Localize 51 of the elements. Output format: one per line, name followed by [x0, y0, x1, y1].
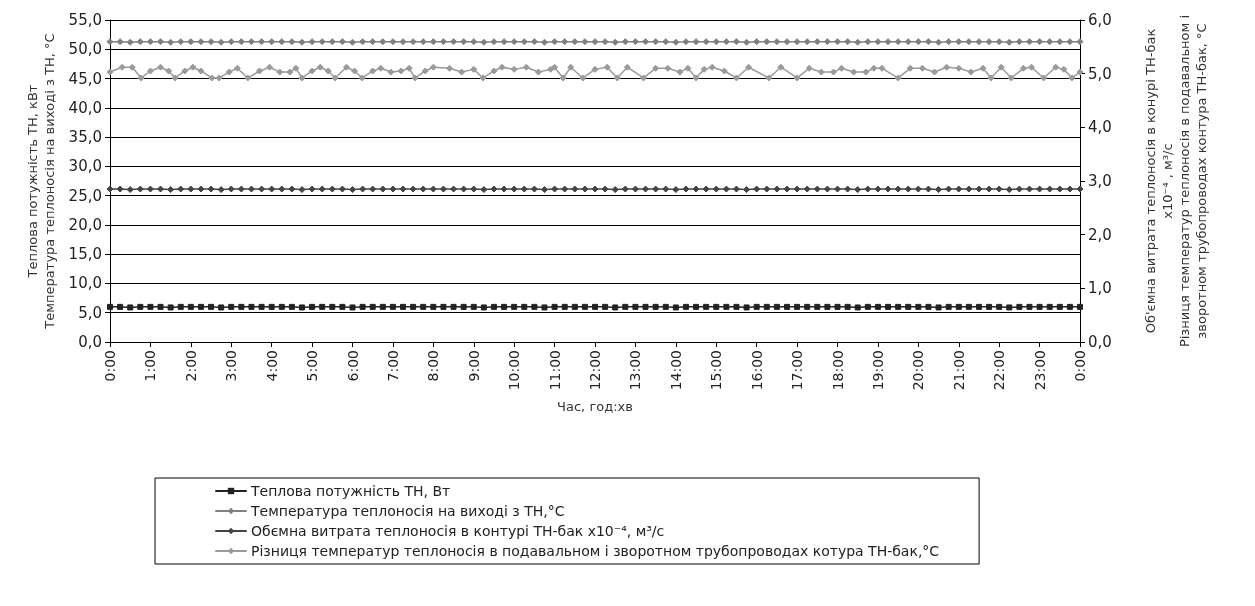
x-tick-label: 13:00 — [627, 350, 644, 391]
x-tick-label: 9:00 — [465, 350, 482, 382]
y-tick-label: 55,0 — [68, 11, 102, 29]
legend-label: Теплова потужність ТН, Вт — [250, 483, 451, 499]
y2-tick-label: 2,0 — [1088, 225, 1112, 244]
x-tick-label: 1:00 — [142, 350, 159, 382]
x-tick-label: 16:00 — [748, 350, 765, 391]
y-tick-label: 25,0 — [68, 186, 102, 205]
y-tick-label: 50,0 — [68, 40, 102, 59]
x-tick-label: 8:00 — [425, 350, 442, 382]
x-tick-label: 0:00 — [102, 350, 118, 382]
legend-label: Обємна витрата теплоносія в контурі ТН-бак x10⁻⁴, м³/с — [251, 523, 665, 539]
x-tick-label: 23:00 — [1031, 350, 1048, 391]
x-tick-label: 6:00 — [344, 350, 361, 382]
y2-tick-label: 1,0 — [1088, 279, 1112, 298]
y2-axis-title: Об'ємна витрата теплоносія в конурі ТН-бак x10⁻⁴ , м³/с Різниця температур теплоносія в подавальном і зворотном трубопроводах контура ТН-бак, °С — [1143, 14, 1209, 348]
y2-tick-label: 3,0 — [1088, 172, 1112, 190]
y2-tick-label: 6,0 — [1088, 11, 1112, 29]
y-tick-label: 10,0 — [68, 274, 102, 293]
x-tick-label: 18:00 — [829, 350, 846, 391]
y-tick-label: 35,0 — [68, 128, 102, 147]
x-tick-label: 3:00 — [223, 350, 240, 382]
x-tick-label: 12:00 — [587, 350, 603, 391]
y-tick-label: 0,0 — [78, 333, 102, 351]
x-tick-label: 10:00 — [506, 350, 523, 391]
y-tick-label: 40,0 — [68, 98, 102, 117]
x-tick-label: 2:00 — [182, 350, 199, 382]
y-tick-label: 45,0 — [68, 69, 102, 88]
x-tick-label: 4:00 — [263, 350, 280, 382]
x-axis-title: Час, год:хв — [557, 399, 633, 414]
x-tick-label: 20:00 — [910, 350, 927, 391]
x-tick-label: 17:00 — [789, 350, 806, 391]
x-tick-label: 7:00 — [384, 350, 401, 382]
x-tick-label: 22:00 — [991, 350, 1008, 391]
y2-tick-label: 4,0 — [1088, 118, 1112, 137]
x-tick-label: 21:00 — [950, 350, 967, 391]
y2-tick-label: 0,0 — [1088, 333, 1112, 351]
y-tick-label: 5,0 — [78, 303, 102, 322]
x-tick-label: 14:00 — [667, 350, 684, 391]
x-tick-label: 19:00 — [869, 350, 886, 391]
y-tick-label: 30,0 — [68, 157, 102, 176]
x-tick-label: 11:00 — [546, 350, 563, 391]
x-tick-label: 5:00 — [304, 350, 321, 382]
y-tick-label: 15,0 — [68, 245, 102, 264]
legend-label: Температура теплоносія на виході з ТН,°С — [250, 503, 565, 519]
legend-label: Різниця температур теплоносія в подавальном і зворотном трубопроводах котура ТН-бак,°С — [251, 543, 940, 559]
y-axis-title: Теплова потужність ТН, кВт Температура теплоносія на виході з ТН, °С — [24, 33, 57, 330]
x-tick-label: 0:00 — [1072, 350, 1088, 382]
y-tick-label: 20,0 — [68, 215, 102, 234]
y2-tick-label: 5,0 — [1088, 64, 1112, 83]
x-tick-label: 15:00 — [708, 350, 725, 391]
